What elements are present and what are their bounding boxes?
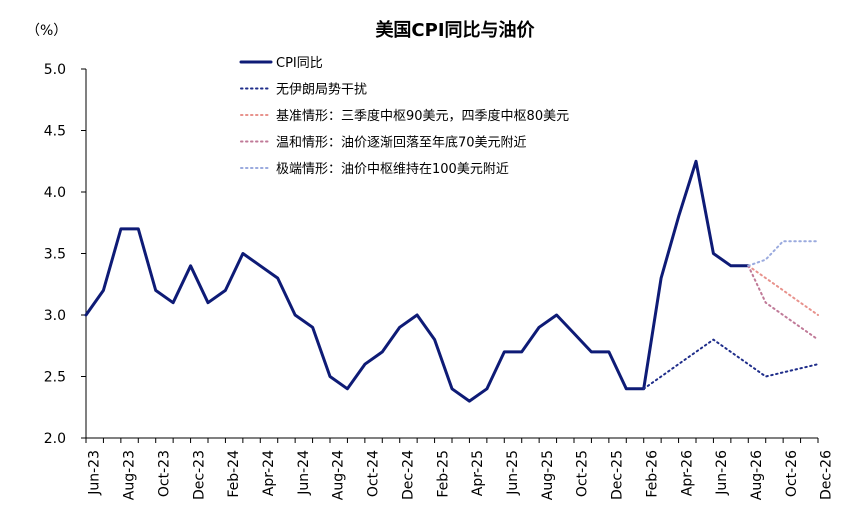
y-tick-label: 4.5 [44, 124, 66, 140]
x-tick-label: Aug-24 [331, 450, 347, 500]
x-tick-label: Apr-24 [261, 450, 277, 496]
y-tick-label: 3.5 [44, 247, 66, 263]
x-tick-label: Feb-26 [644, 450, 660, 498]
x-tick-label: Oct-24 [366, 450, 382, 497]
x-tick-label: Oct-26 [784, 450, 800, 497]
series-line-1 [642, 338, 819, 390]
x-tick-label: Feb-25 [435, 450, 451, 498]
x-tick-label: Aug-23 [122, 450, 138, 500]
x-tick-label: Aug-26 [749, 450, 765, 500]
y-tick-label: 5.0 [44, 62, 66, 78]
series-line-2 [747, 264, 819, 316]
x-tick-label: Dec-23 [191, 450, 207, 500]
x-tick-label: Apr-25 [470, 450, 486, 496]
series-line-4 [747, 240, 819, 267]
legend-label-3: 温和情形：油价逐渐回落至年底70美元附近 [276, 135, 527, 151]
y-tick-label: 4.0 [44, 185, 66, 201]
legend-label-2: 基准情形：三季度中枢90美元，四季度中枢80美元 [276, 108, 569, 124]
series-line-0 [84, 159, 750, 403]
x-tick-label: Dec-26 [819, 450, 835, 500]
y-tick-label: 2.5 [44, 370, 66, 386]
x-tick-label: Oct-25 [575, 450, 591, 497]
x-tick-label: Feb-24 [226, 450, 242, 498]
legend-label-0: CPI同比 [276, 56, 323, 71]
x-tick-label: Jun-23 [87, 450, 103, 496]
series-line-3 [747, 264, 819, 341]
chart-title: 美国CPI同比与油价 [375, 20, 535, 41]
x-tick-label: Dec-25 [610, 450, 626, 500]
x-tick-label: Oct-23 [156, 450, 172, 497]
x-tick-label: Aug-25 [540, 450, 556, 500]
x-tick-label: Jun-25 [505, 450, 521, 496]
y-tick-label: 2.0 [44, 431, 66, 447]
x-tick-label: Jun-26 [714, 450, 730, 496]
y-unit-label: （%） [26, 23, 68, 39]
legend-label-1: 无伊朗局势干扰 [276, 82, 367, 98]
x-tick-label: Jun-24 [296, 450, 312, 496]
x-tick-label: Apr-26 [679, 450, 695, 496]
legend-label-4: 极端情形：油价中枢维持在100美元附近 [276, 162, 509, 177]
y-tick-label: 3.0 [44, 308, 66, 324]
x-tick-label: Dec-24 [400, 450, 416, 500]
